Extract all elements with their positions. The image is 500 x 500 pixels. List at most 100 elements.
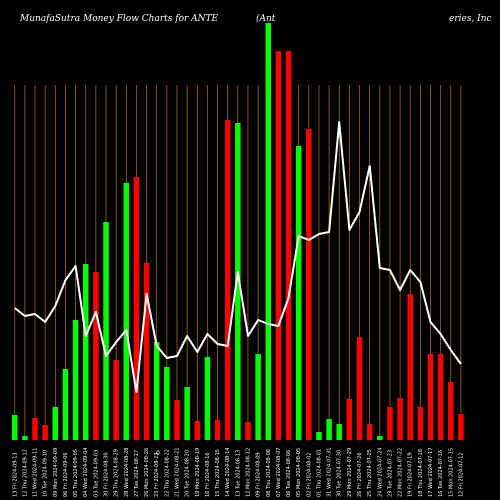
money-flow-bar — [93, 272, 99, 440]
money-flow-bar — [143, 263, 150, 440]
money-flow-bar — [204, 357, 211, 440]
x-tick-label: 25 Thu 2024-07-25 — [367, 449, 373, 497]
x-tick-label: 27 Tue 2024-08-27 — [134, 450, 140, 497]
x-tick-label: 23 Tue 2024-07-23 — [387, 450, 393, 497]
x-tick-label: 04 Wed 2024-09-04 — [83, 448, 89, 498]
money-flow-bar — [194, 421, 201, 440]
money-flow-bar — [448, 382, 454, 440]
x-tick-label: 16 Fri 2024-08-16 — [205, 452, 211, 497]
x-tick-labels: 13 Fri 2024-09-13 12 Thu 2024-09-12 11 Wed… — [12, 448, 464, 498]
x-tick-label: 15 Mon 2024-07-15 — [448, 448, 454, 497]
chart-title-right: eries, Inc — [449, 14, 492, 24]
x-tick-label: 06 Fri 2024-09-06 — [63, 452, 69, 497]
x-tick-label: 30 Fri 2024-08-30 — [104, 452, 110, 497]
x-tick-label: 18 Thu 2024-07-18 — [418, 449, 424, 497]
money-flow-bar — [42, 425, 48, 440]
x-tick-label: 29 Thu 2024-08-29 — [114, 449, 120, 497]
bar-series — [12, 23, 464, 440]
x-tick-label: 05 Mon 2024-08-05 — [296, 448, 302, 497]
x-tick-label: 12 Thu 2024-09-12 — [22, 449, 28, 497]
money-flow-bar — [224, 120, 231, 440]
x-tick-label: 26 Mon 2024-08-26 — [144, 448, 150, 497]
money-flow-bar — [285, 51, 292, 440]
money-flow-bar — [133, 177, 140, 440]
x-tick-label: 14 Wed 2024-08-14 — [225, 448, 231, 498]
x-tick-label: 02 Fri 2024-08-02 — [306, 452, 312, 497]
x-tick-label: 05 Thu 2024-09-05 — [73, 449, 79, 497]
money-flow-bar — [437, 354, 444, 440]
money-flow-bar — [275, 51, 282, 440]
money-flow-bar — [103, 222, 109, 440]
money-flow-bar — [235, 123, 241, 440]
money-flow-bar — [22, 436, 28, 440]
money-flow-bar — [82, 264, 89, 440]
x-tick-label: 10 Tue 2024-09-10 — [43, 450, 49, 497]
chart-title-mid: (Ant — [256, 13, 276, 24]
x-tick-label: 08 Thu 2024-08-08 — [266, 449, 272, 497]
x-tick-label: 26 Fri 2024-07-26 — [357, 452, 363, 497]
money-flow-bar — [427, 354, 434, 440]
money-flow-bar — [407, 294, 413, 440]
money-flow-bar — [387, 407, 393, 440]
x-tick-label: 29 Mon 2024-07-29 — [347, 448, 353, 497]
x-tick-label: 09 Mon 2024-09-09 — [53, 448, 59, 497]
x-tick-label: 28 Wed 2024-08-28 — [124, 448, 130, 498]
x-tick-label: 13 Fri 2024-09-13 — [12, 452, 18, 497]
money-flow-bar — [346, 399, 353, 440]
money-flow-bar — [265, 23, 271, 440]
x-tick-label: 31 Wed 2024-07-31 — [327, 448, 333, 498]
money-flow-bar — [377, 436, 383, 440]
money-flow-bar — [458, 414, 464, 440]
money-flow-bar — [295, 146, 302, 440]
money-flow-bar — [164, 367, 170, 440]
money-flow-bar — [245, 422, 251, 440]
x-tick-label: 15 Thu 2024-08-15 — [215, 449, 221, 497]
x-tick-label: 13 Tue 2024-08-13 — [235, 450, 241, 497]
x-tick-label: 23 Fri 2024-08-23 — [154, 452, 160, 497]
x-tick-label: 09 Fri 2024-08-09 — [256, 452, 262, 497]
x-tick-label: 03 Tue 2024-09-03 — [93, 450, 99, 497]
money-flow-bar — [174, 400, 180, 440]
x-tick-label: 12 Fri 2024-07-12 — [458, 452, 464, 497]
money-flow-bar — [62, 369, 69, 440]
x-tick-label: 12 Mon 2024-08-12 — [245, 448, 251, 497]
x-tick-label: 19 Mon 2024-08-19 — [195, 448, 201, 497]
money-flow-bar — [123, 183, 130, 440]
money-flow-bar — [52, 407, 59, 440]
money-flow-bar — [306, 129, 312, 440]
x-tick-label: 06 Tue 2024-08-06 — [286, 450, 292, 497]
x-tick-label: 07 Wed 2024-08-07 — [276, 448, 282, 498]
money-flow-bar — [326, 419, 332, 440]
x-tick-label: 22 Thu 2024-08-22 — [164, 449, 170, 497]
money-flow-bar — [417, 407, 424, 440]
money-flow-bar — [32, 418, 38, 440]
money-flow-bar — [397, 398, 403, 440]
x-tick-label: 21 Wed 2024-08-21 — [174, 448, 180, 498]
money-flow-bar — [153, 342, 160, 440]
x-tick-label: 20 Tue 2024-08-20 — [185, 450, 191, 497]
x-tick-label: 19 Fri 2024-07-19 — [408, 452, 414, 497]
money-flow-bar — [366, 424, 373, 440]
x-tick-label: 22 Mon 2024-07-22 — [398, 448, 404, 497]
money-flow-bar — [316, 432, 322, 440]
zero-label: 0 — [156, 450, 160, 457]
money-flow-bar — [12, 415, 18, 440]
x-tick-label: 30 Tue 2024-07-30 — [337, 450, 343, 497]
money-flow-bar — [113, 360, 119, 440]
chart-title-left: MunafaSutra Money Flow Charts for ANTE — [19, 14, 219, 24]
money-flow-bar — [72, 320, 79, 440]
money-flow-bar — [214, 420, 221, 440]
x-tick-label: 16 Tue 2024-07-16 — [438, 450, 444, 497]
money-flow-bar — [336, 424, 342, 440]
price-line — [14, 121, 462, 393]
x-tick-label: 17 Wed 2024-07-17 — [428, 448, 434, 498]
money-flow-bar — [356, 337, 363, 440]
x-tick-label: 11 Wed 2024-09-11 — [33, 448, 39, 498]
x-tick-label: 24 Wed 2024-07-24 — [377, 448, 383, 498]
money-flow-bar — [255, 354, 261, 440]
price-line-series — [14, 121, 462, 393]
money-flow-bar — [184, 387, 190, 440]
x-tick-label: 01 Thu 2024-08-01 — [316, 449, 322, 497]
